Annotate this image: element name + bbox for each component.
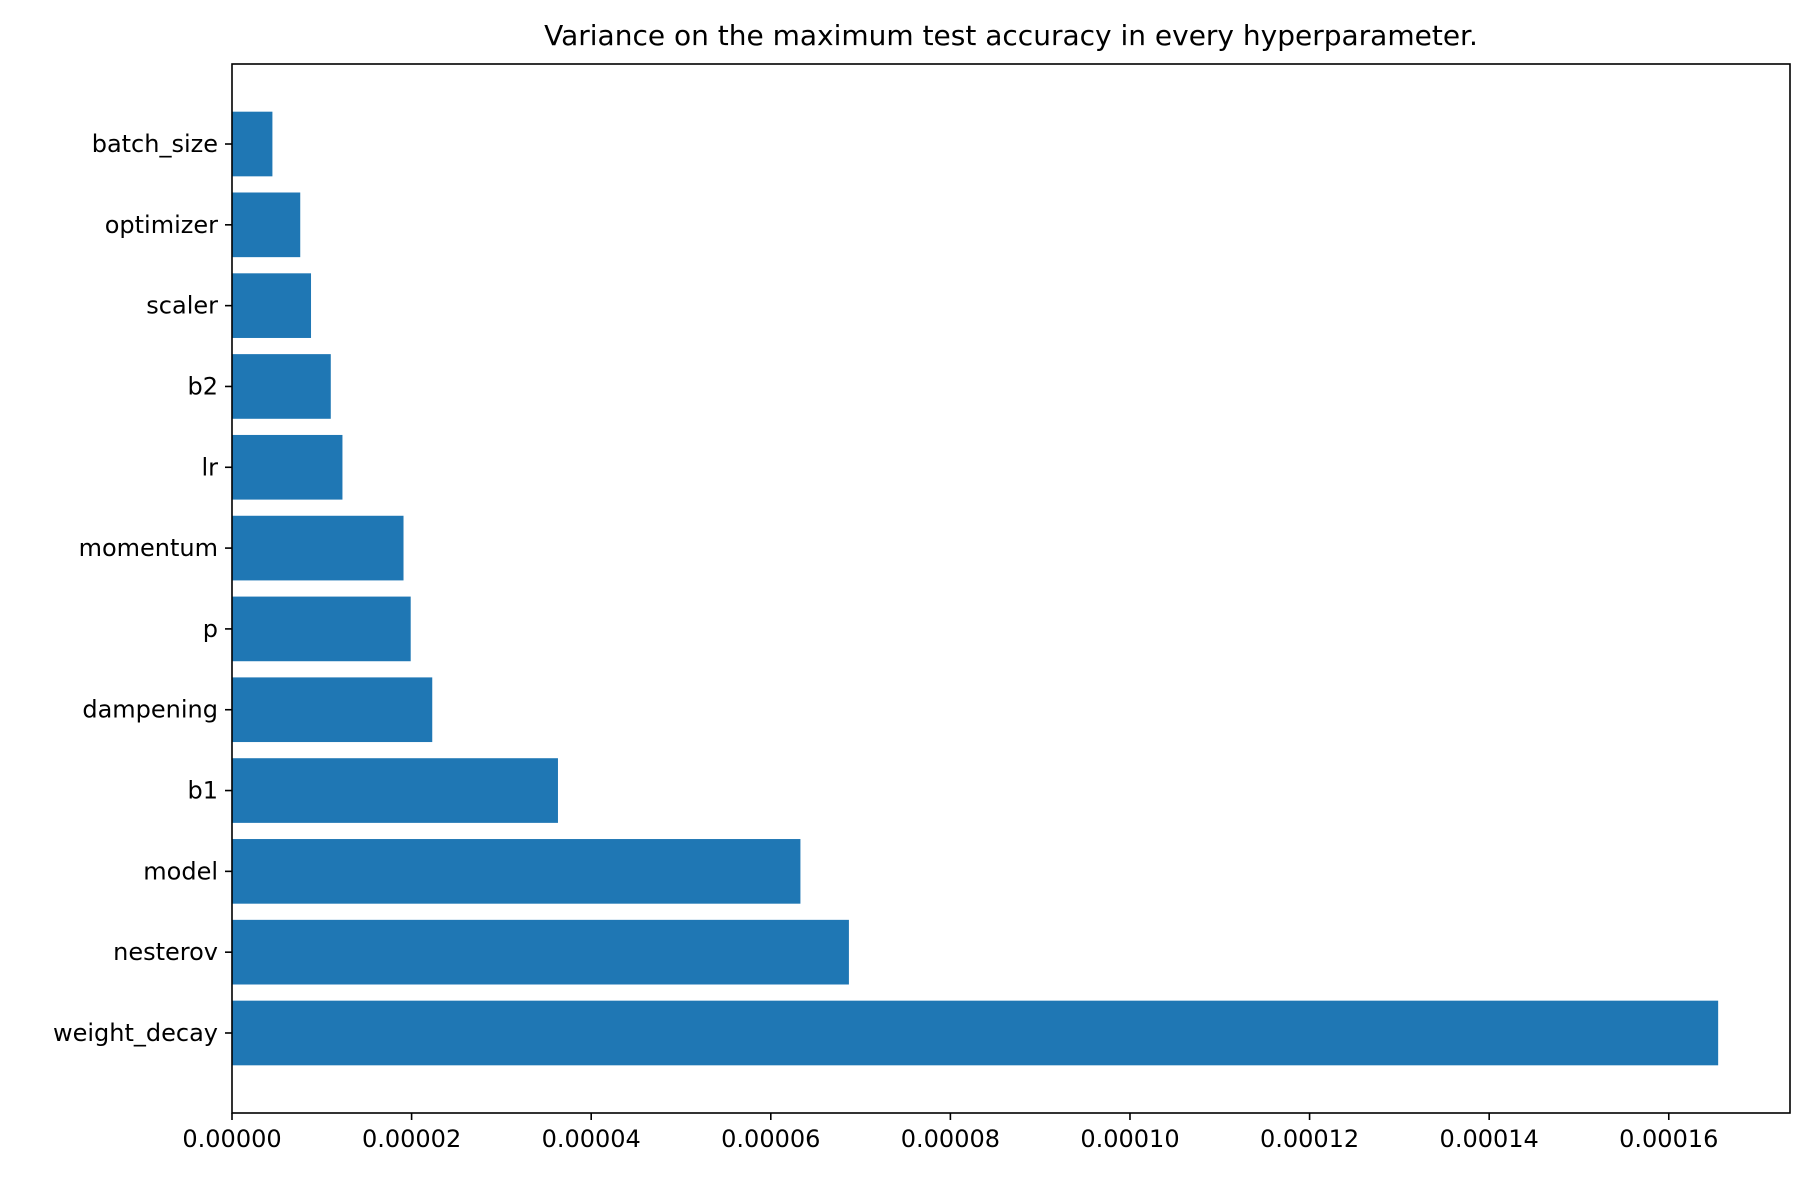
bar-momentum	[232, 515, 404, 581]
y-axis: weight_decay nesterov model b1 dampening p mom…	[53, 130, 232, 1047]
x-tick-label: 0.00000	[182, 1125, 281, 1153]
bar-b1	[232, 758, 558, 823]
y-tick-label: dampening	[82, 696, 218, 724]
y-tick-label: weight_decay	[53, 1019, 218, 1047]
bar-batch-size	[232, 111, 273, 177]
x-tick-label: 0.00008	[901, 1125, 1000, 1153]
x-tick-label: 0.00016	[1619, 1125, 1718, 1153]
bar-scaler	[232, 273, 312, 338]
bar-optimizer	[232, 192, 301, 258]
bar-lr	[232, 434, 343, 500]
plot-frame	[231, 63, 1791, 1114]
x-tick-label: 0.00010	[1080, 1125, 1179, 1153]
y-tick-label: lr	[201, 453, 218, 481]
y-tick-label: nesterov	[113, 938, 218, 966]
y-tick-label: optimizer	[105, 211, 218, 239]
y-tick-label: b2	[187, 372, 218, 400]
x-axis: 0.00000 0.00002 0.00004 0.00006 0.00008 0.000…	[182, 1113, 1718, 1153]
y-tick-label: model	[143, 857, 218, 885]
bars-layer	[232, 111, 1719, 1066]
bar-dampening	[232, 677, 433, 743]
bar-model	[232, 839, 801, 904]
x-tick-label: 0.00014	[1440, 1125, 1539, 1153]
x-tick-label: 0.00002	[362, 1125, 461, 1153]
y-tick-label: p	[203, 615, 218, 643]
x-tick-label: 0.00006	[721, 1125, 820, 1153]
bar-weight-decay	[232, 1000, 1719, 1066]
y-tick-label: b1	[187, 777, 218, 805]
y-tick-label: batch_size	[92, 130, 218, 158]
bar-nesterov	[232, 919, 849, 985]
bar-b2	[232, 354, 331, 419]
x-tick-label: 0.00012	[1260, 1125, 1359, 1153]
bar-p	[232, 596, 411, 662]
y-tick-label: scaler	[146, 292, 218, 320]
chart-title: Variance on the maximum test accuracy in…	[544, 19, 1478, 52]
x-tick-label: 0.00004	[542, 1125, 641, 1153]
y-tick-label: momentum	[79, 534, 218, 562]
